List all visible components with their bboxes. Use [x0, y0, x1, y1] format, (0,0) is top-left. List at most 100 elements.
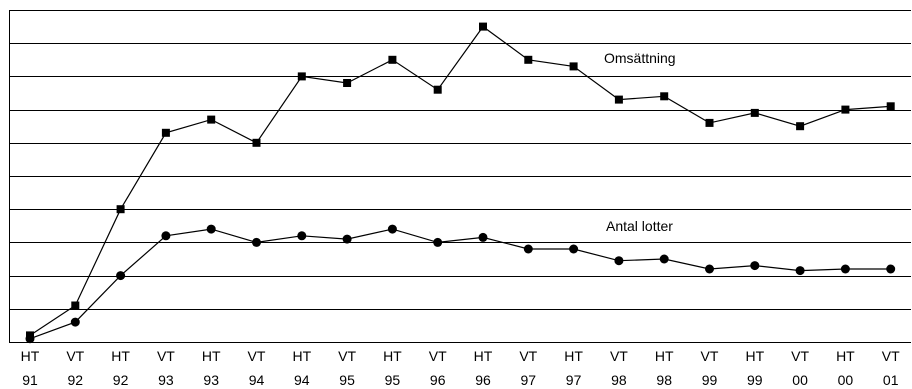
x-tick-label-term: VT — [701, 348, 719, 364]
x-tick-label-term: HT — [745, 348, 764, 364]
x-tick-label-term: HT — [21, 348, 40, 364]
series-label: Omsättning — [604, 50, 676, 66]
x-tick-label: VT 97 — [519, 348, 537, 388]
x-tick-label: HT 94 — [292, 348, 311, 388]
x-tick-label: HT 96 — [474, 348, 493, 388]
x-tick-label-year: 97 — [521, 372, 537, 388]
data-point-square — [433, 85, 442, 94]
x-tick-label-year: 95 — [385, 372, 401, 388]
x-tick-label-term: HT — [202, 348, 221, 364]
data-point-square — [841, 105, 850, 114]
x-tick-label-term: VT — [157, 348, 175, 364]
x-tick-label-year: 92 — [68, 372, 84, 388]
data-point-square — [388, 55, 397, 64]
x-tick-label-year: 01 — [883, 372, 899, 388]
x-tick-label: HT 00 — [836, 348, 855, 388]
data-point-circle — [705, 264, 714, 274]
data-point-square — [569, 62, 578, 71]
grid-lines — [9, 10, 911, 343]
data-point-circle — [659, 254, 669, 264]
x-tick-label-term: HT — [564, 348, 583, 364]
x-tick-label: VT 98 — [610, 348, 628, 388]
data-point-circle — [795, 266, 805, 276]
x-tick-label-term: VT — [882, 348, 900, 364]
x-tick-label: VT 99 — [701, 348, 719, 388]
x-tick-label-term: HT — [655, 348, 674, 364]
data-point-circle — [433, 237, 443, 247]
x-tick-label: VT 01 — [882, 348, 900, 388]
x-tick-label-term: HT — [474, 348, 493, 364]
data-point-square — [614, 95, 623, 104]
data-point-circle — [569, 244, 579, 254]
series-label: Antal lotter — [606, 218, 673, 234]
x-tick-label-term: VT — [519, 348, 537, 364]
x-tick-label: VT 95 — [338, 348, 356, 388]
data-point-square — [161, 128, 170, 137]
x-tick-label-term: VT — [429, 348, 447, 364]
data-point-square — [207, 115, 216, 124]
data-point-square — [116, 205, 125, 214]
x-tick-label-term: VT — [610, 348, 628, 364]
x-tick-label: HT 91 — [21, 348, 40, 388]
data-point-square — [479, 22, 487, 31]
x-tick-label: VT 92 — [66, 348, 84, 388]
data-point-square — [252, 138, 261, 147]
x-tick-label: HT 97 — [564, 348, 583, 388]
data-point-square — [796, 122, 805, 131]
data-point-circle — [750, 261, 760, 271]
x-tick-label-term: HT — [111, 348, 130, 364]
data-point-square — [750, 108, 759, 117]
x-tick-label-term: VT — [791, 348, 809, 364]
data-point-circle — [206, 224, 216, 234]
data-point-circle — [478, 232, 488, 242]
x-tick-label-year: 99 — [747, 372, 763, 388]
x-tick-label: HT 93 — [202, 348, 221, 388]
x-tick-label-year: 97 — [566, 372, 582, 388]
data-point-circle — [161, 231, 171, 241]
x-tick-label-year: 96 — [430, 372, 446, 388]
data-point-circle — [70, 317, 80, 327]
x-tick-label: HT 98 — [655, 348, 674, 388]
x-tick-label: VT 96 — [429, 348, 447, 388]
x-tick-label-term: VT — [66, 348, 84, 364]
x-tick-label: VT 00 — [791, 348, 809, 388]
data-point-circle — [840, 264, 850, 274]
x-tick-label: VT 93 — [157, 348, 175, 388]
x-tick-label-year: 98 — [611, 372, 627, 388]
data-point-square — [886, 102, 895, 111]
data-point-square — [705, 118, 714, 127]
x-tick-label-term: VT — [248, 348, 266, 364]
series-line — [29, 25, 891, 336]
x-tick-label: VT 94 — [248, 348, 266, 388]
x-tick-label-term: HT — [383, 348, 402, 364]
series-group — [25, 22, 896, 344]
data-point-circle — [886, 264, 896, 274]
x-tick-label-year: 99 — [702, 372, 718, 388]
x-tick-label-year: 96 — [475, 372, 491, 388]
x-tick-label-year: 92 — [113, 372, 129, 388]
series-antal-lotter — [25, 224, 896, 344]
data-point-square — [524, 55, 533, 64]
data-point-circle — [523, 244, 533, 254]
x-tick-label-year: 98 — [656, 372, 672, 388]
x-tick-label-year: 00 — [838, 372, 854, 388]
data-point-square — [71, 301, 80, 310]
x-tick-label-year: 95 — [339, 372, 355, 388]
x-tick-label-year: 93 — [203, 372, 219, 388]
data-point-circle — [614, 256, 624, 266]
series-omsattning — [26, 22, 895, 340]
data-point-circle — [25, 334, 35, 344]
x-tick-label-year: 94 — [294, 372, 310, 388]
data-point-circle — [297, 231, 307, 241]
x-tick-label-year: 91 — [22, 372, 38, 388]
data-point-square — [660, 92, 669, 101]
data-point-circle — [116, 271, 126, 281]
x-tick-label-term: HT — [836, 348, 855, 364]
data-point-circle — [342, 234, 352, 244]
x-tick-label-year: 00 — [792, 372, 808, 388]
data-point-square — [343, 79, 352, 87]
x-tick-label-term: VT — [338, 348, 356, 364]
x-tick-label: HT 99 — [745, 348, 764, 388]
series-line — [29, 228, 891, 340]
